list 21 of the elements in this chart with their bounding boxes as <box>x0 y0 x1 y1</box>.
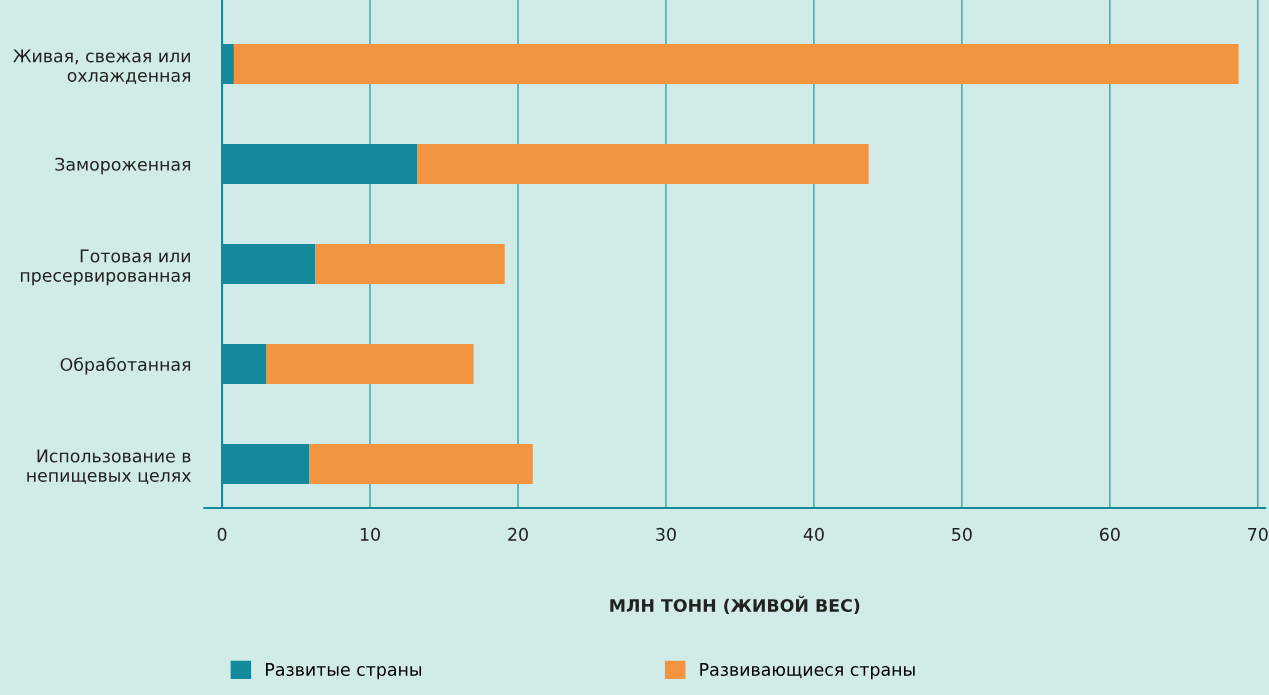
x-tick-label: 60 <box>1100 527 1120 541</box>
bar <box>315 244 505 285</box>
y-tick-label: Замороженная <box>55 157 191 175</box>
y-tick-label: Обработанная <box>60 357 191 375</box>
bar <box>233 44 1239 85</box>
x-tick-label: 20 <box>508 527 528 541</box>
legend-label: Развивающиеся страны <box>700 663 915 680</box>
x-tick-label: 0 <box>217 527 227 541</box>
y-tick-label: Использование в непищевых целях <box>27 449 191 485</box>
x-axis-title: МЛН ТОНН (ЖИВОЙ ВЕС) <box>610 595 860 615</box>
x-tick-label: 50 <box>952 527 972 541</box>
bar <box>417 144 869 185</box>
bar <box>266 344 474 385</box>
y-tick-label: Готовая или пресервированная <box>20 249 191 286</box>
y-tick-label: Живая, свежая или охлажденная <box>13 49 191 85</box>
x-tick-label: 40 <box>803 527 824 541</box>
legend-label: Развитые страны <box>266 663 422 680</box>
x-tick-label: 10 <box>360 527 380 541</box>
x-tick-label: 70 <box>1248 527 1268 541</box>
x-tick-label: 30 <box>656 527 676 541</box>
bar <box>309 444 533 485</box>
